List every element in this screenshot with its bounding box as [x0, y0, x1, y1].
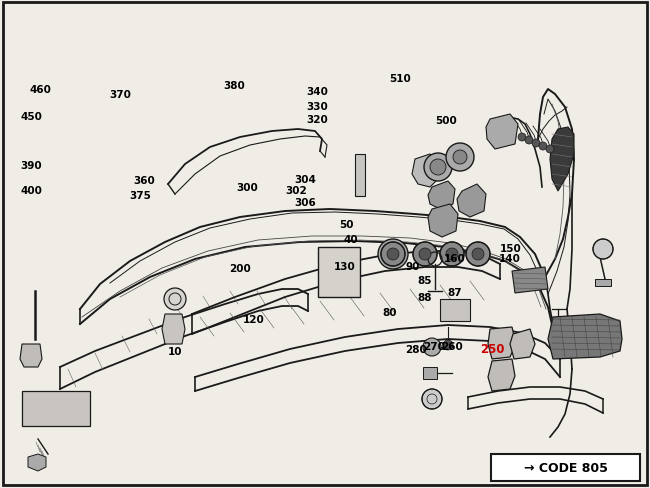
Text: 280: 280 [405, 344, 427, 354]
Polygon shape [428, 182, 455, 209]
Polygon shape [428, 204, 458, 238]
Circle shape [593, 240, 613, 260]
Circle shape [443, 340, 453, 350]
Polygon shape [457, 184, 486, 218]
Text: 340: 340 [306, 87, 328, 97]
Polygon shape [162, 314, 185, 345]
Circle shape [413, 243, 437, 266]
Bar [595, 280, 611, 286]
Text: → CODE 805: → CODE 805 [523, 461, 608, 474]
Text: 160: 160 [444, 254, 466, 264]
Text: 380: 380 [223, 81, 245, 90]
Text: 306: 306 [294, 198, 317, 207]
Circle shape [387, 248, 399, 261]
Circle shape [532, 140, 540, 148]
Circle shape [423, 338, 441, 356]
Text: 510: 510 [389, 74, 411, 84]
Bar [318, 247, 360, 297]
Circle shape [440, 243, 464, 266]
Text: 85: 85 [417, 276, 432, 285]
Text: 130: 130 [333, 261, 356, 271]
Text: 375: 375 [129, 190, 151, 200]
Bar [22, 391, 90, 426]
Circle shape [546, 146, 554, 154]
Bar [355, 155, 365, 197]
Text: 270: 270 [423, 342, 445, 351]
Bar [440, 299, 470, 321]
Polygon shape [550, 128, 574, 192]
Text: 260: 260 [441, 342, 463, 351]
Circle shape [164, 288, 186, 310]
Text: 450: 450 [20, 112, 42, 122]
Text: 87: 87 [448, 288, 462, 298]
Circle shape [381, 243, 405, 266]
Circle shape [472, 248, 484, 261]
Text: 500: 500 [435, 116, 457, 126]
Polygon shape [548, 314, 622, 359]
Text: 40: 40 [344, 234, 358, 244]
Polygon shape [510, 329, 535, 359]
Bar [491, 454, 640, 481]
Circle shape [430, 160, 446, 176]
Circle shape [518, 134, 526, 142]
Text: 120: 120 [242, 315, 265, 325]
Text: 10: 10 [168, 346, 183, 356]
Text: 360: 360 [133, 176, 155, 185]
Text: 250: 250 [480, 343, 504, 355]
Circle shape [539, 142, 547, 151]
Text: 90: 90 [406, 261, 420, 271]
Text: 150: 150 [499, 244, 521, 254]
Bar [423, 367, 437, 379]
Circle shape [466, 243, 490, 266]
Polygon shape [486, 115, 518, 150]
Text: 80: 80 [383, 307, 397, 317]
Text: 460: 460 [29, 85, 51, 95]
Polygon shape [28, 454, 46, 471]
Text: 302: 302 [285, 185, 307, 195]
Polygon shape [512, 267, 548, 293]
Circle shape [446, 248, 458, 261]
Text: 390: 390 [20, 161, 42, 171]
Polygon shape [488, 359, 515, 391]
Circle shape [446, 143, 474, 172]
Text: 50: 50 [339, 220, 354, 229]
Text: 88: 88 [417, 293, 432, 303]
Polygon shape [20, 345, 42, 367]
Text: 320: 320 [306, 115, 328, 124]
Text: 200: 200 [229, 264, 252, 273]
Circle shape [422, 389, 442, 409]
Text: 304: 304 [294, 175, 317, 184]
Circle shape [419, 248, 431, 261]
Circle shape [525, 137, 533, 145]
Circle shape [378, 240, 408, 269]
Circle shape [453, 151, 467, 164]
Polygon shape [488, 327, 516, 359]
Text: 330: 330 [306, 102, 328, 111]
Text: 140: 140 [499, 254, 521, 264]
Text: 400: 400 [20, 185, 42, 195]
Text: 300: 300 [236, 183, 258, 193]
Polygon shape [412, 155, 438, 187]
Circle shape [424, 154, 452, 182]
Text: 370: 370 [109, 90, 131, 100]
